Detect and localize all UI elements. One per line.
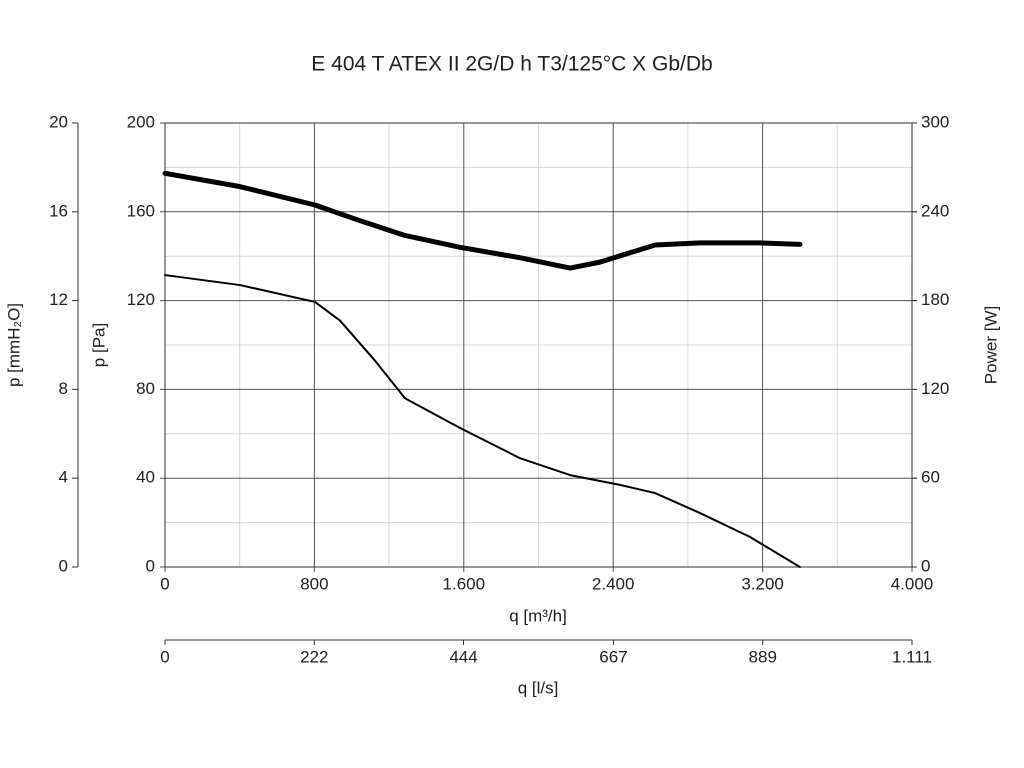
x2-tick-label: 667 [599,647,627,666]
x-tick-label: 0 [160,574,169,593]
y3-tick-label: 16 [49,201,68,220]
x-tick-label: 3.200 [741,574,784,593]
x2-tick-label: 0 [160,647,169,666]
y3-tick-label: 8 [59,379,68,398]
y2-tick-label: 300 [921,112,949,131]
y3-tick-label: 12 [49,290,68,309]
y-tick-label: 80 [136,379,155,398]
y-tick-label: 120 [127,290,155,309]
x2-tick-label: 222 [300,647,328,666]
chart-title: E 404 T ATEX II 2G/D h T3/125°C X Gb/Db [311,53,712,76]
x-tick-label: 2.400 [592,574,635,593]
x2-axis-label: q [l/s] [518,678,559,697]
y2-tick-label: 120 [921,379,949,398]
x2-tick-label: 1.111 [892,647,932,666]
plot-frame [164,122,913,568]
y3-axis-label: p [mmH₂O] [4,303,23,387]
y2-tick-label: 240 [921,201,949,220]
y-tick-label: 200 [127,112,155,131]
y2-tick-label: 60 [921,468,940,487]
y2-tick-label: 0 [921,556,930,575]
y2-axis-label: Power [W] [981,306,1000,384]
series-line [162,170,803,271]
y-tick-label: 40 [136,468,155,487]
x2-tick-label: 444 [449,647,477,666]
y3-tick-label: 0 [59,556,68,575]
x-tick-label: 4.000 [891,574,934,593]
y3-tick-label: 20 [49,112,68,131]
x-tick-label: 1.600 [443,574,486,593]
y-tick-label: 0 [146,556,155,575]
y-tick-label: 160 [127,201,155,220]
y3-tick-label: 4 [59,468,68,487]
y-axis-label: p [Pa] [89,323,108,367]
y2-tick-label: 180 [921,290,949,309]
x-tick-label: 800 [300,574,328,593]
x2-tick-label: 889 [749,647,777,666]
x-axis-label: q [m³/h] [509,606,567,625]
series-line [164,274,801,568]
